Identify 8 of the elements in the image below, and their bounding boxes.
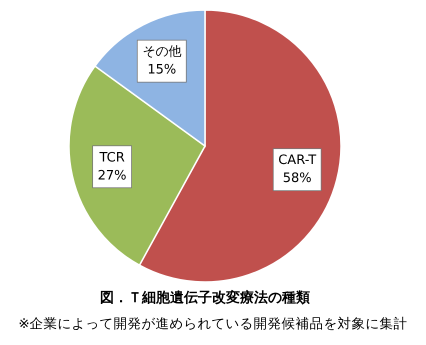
text: 図．Ｔ細胞遺伝子改変療法の種類 (100, 289, 310, 306)
slice-label: TCR (98, 150, 125, 166)
data-label: 58% (282, 171, 312, 186)
slice-label: その他 (142, 44, 182, 60)
data-label: 15% (147, 62, 176, 78)
data-label: 27% (98, 168, 127, 184)
text: ※企業によって開発が進められている開発候補品を対象に集計 (18, 316, 408, 332)
slice-label: CAR-T (278, 153, 316, 168)
